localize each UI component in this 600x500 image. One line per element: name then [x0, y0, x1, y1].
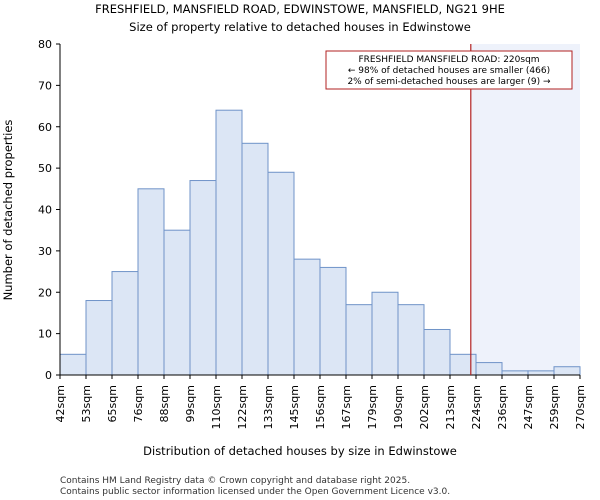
- bar-122sqm: [241, 142, 269, 376]
- x-tick-label-122sqm: 122sqm: [236, 385, 249, 429]
- x-tick-label-156sqm: 156sqm: [314, 385, 327, 429]
- bar-190sqm: [397, 304, 425, 376]
- x-tick-label-224sqm: 224sqm: [470, 385, 483, 429]
- bar-259sqm: [553, 366, 581, 376]
- y-tick-label-50: 50: [38, 162, 52, 175]
- y-tick-label-80: 80: [38, 38, 52, 51]
- x-tick-label-110sqm: 110sqm: [210, 385, 223, 429]
- x-tick-label-236sqm: 236sqm: [496, 385, 509, 429]
- x-tick-label-247sqm: 247sqm: [522, 385, 535, 429]
- bar-224sqm: [475, 362, 503, 376]
- x-tick-label-259sqm: 259sqm: [548, 385, 561, 429]
- x-tick-label-167sqm: 167sqm: [340, 385, 353, 429]
- footer-line-1: Contains HM Land Registry data © Crown c…: [60, 476, 410, 486]
- y-tick-label-60: 60: [38, 121, 52, 134]
- larger-region-shade: [470, 44, 580, 375]
- bar-179sqm: [371, 291, 399, 376]
- annotation-line-1: FRESHFIELD MANSFIELD ROAD: 220sqm: [358, 55, 539, 65]
- annotation-box: FRESHFIELD MANSFIELD ROAD: 220sqm ← 98% …: [325, 50, 573, 90]
- bar-247sqm: [527, 370, 555, 376]
- y-tick-label-20: 20: [38, 286, 52, 299]
- bar-88sqm: [163, 229, 191, 376]
- x-tick-label-65sqm: 65sqm: [106, 385, 119, 422]
- x-tick-label-270sqm: 270sqm: [574, 385, 587, 429]
- y-tick-label-0: 0: [45, 369, 52, 382]
- x-tick-label-53sqm: 53sqm: [80, 385, 93, 422]
- y-tick-label-10: 10: [38, 328, 52, 341]
- x-tick-label-190sqm: 190sqm: [392, 385, 405, 429]
- x-tick-label-145sqm: 145sqm: [288, 385, 301, 429]
- x-tick-label-42sqm: 42sqm: [54, 385, 67, 422]
- bar-202sqm: [423, 328, 451, 376]
- bar-167sqm: [345, 304, 373, 376]
- y-tick-label-30: 30: [38, 245, 52, 258]
- annotation-line-2: ← 98% of detached houses are smaller (46…: [348, 66, 550, 76]
- x-tick-label-76sqm: 76sqm: [132, 385, 145, 422]
- chart-subtitle: Size of property relative to detached ho…: [129, 20, 471, 34]
- bar-76sqm: [137, 188, 165, 376]
- footer-line-2: Contains public sector information licen…: [60, 487, 450, 497]
- y-tick-label-70: 70: [38, 79, 52, 92]
- bar-133sqm: [267, 171, 295, 376]
- bar-42sqm: [59, 353, 87, 376]
- x-axis-title: Distribution of detached houses by size …: [143, 444, 457, 458]
- bar-236sqm: [501, 370, 529, 376]
- bar-145sqm: [293, 258, 321, 376]
- x-tick-label-202sqm: 202sqm: [418, 385, 431, 429]
- bar-213sqm: [449, 353, 477, 376]
- x-tick-label-213sqm: 213sqm: [444, 385, 457, 429]
- bar-156sqm: [319, 266, 347, 376]
- chart-title: FRESHFIELD, MANSFIELD ROAD, EDWINSTOWE, …: [95, 2, 505, 16]
- bar-110sqm: [215, 109, 243, 376]
- annotation-line-3: 2% of semi-detached houses are larger (9…: [347, 77, 551, 87]
- bar-99sqm: [189, 180, 217, 376]
- y-axis-title: Number of detached properties: [1, 120, 15, 301]
- x-tick-label-179sqm: 179sqm: [366, 385, 379, 429]
- x-tick-label-133sqm: 133sqm: [262, 385, 275, 429]
- x-tick-label-99sqm: 99sqm: [184, 385, 197, 422]
- bar-53sqm: [85, 300, 113, 376]
- y-tick-label-40: 40: [38, 204, 52, 217]
- bar-65sqm: [111, 271, 139, 376]
- x-tick-label-88sqm: 88sqm: [158, 385, 171, 422]
